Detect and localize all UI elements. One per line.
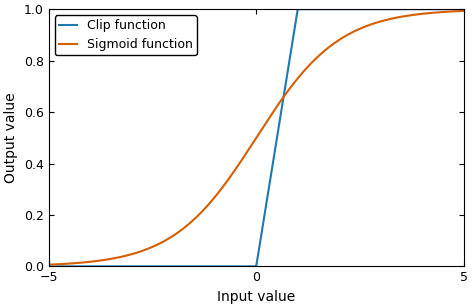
Clip function: [67, 265, 73, 268]
Clip function: [46, 265, 51, 268]
Clip function: [449, 7, 455, 11]
Sigmoid function: [67, 262, 73, 265]
Sigmoid function: [236, 161, 242, 165]
Legend: Clip function, Sigmoid function: Clip function, Sigmoid function: [55, 15, 197, 55]
Clip function: [449, 7, 455, 11]
Line: Clip function: Clip function: [49, 9, 464, 266]
Sigmoid function: [449, 10, 455, 13]
Clip function: [295, 7, 301, 11]
Sigmoid function: [449, 10, 455, 13]
Clip function: [373, 7, 379, 11]
Sigmoid function: [461, 9, 467, 13]
Sigmoid function: [248, 145, 253, 148]
Y-axis label: Output value: Output value: [4, 92, 18, 183]
Clip function: [461, 7, 467, 11]
Sigmoid function: [373, 21, 379, 25]
Clip function: [248, 265, 253, 268]
X-axis label: Input value: Input value: [217, 290, 295, 304]
Line: Sigmoid function: Sigmoid function: [49, 11, 464, 265]
Sigmoid function: [46, 263, 51, 266]
Clip function: [236, 265, 242, 268]
